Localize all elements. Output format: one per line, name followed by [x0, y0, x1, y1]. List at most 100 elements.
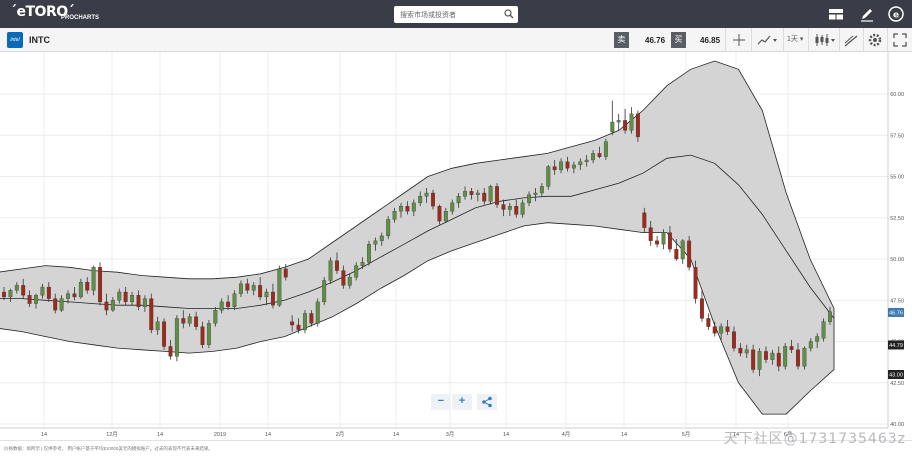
- interval-select[interactable]: 1天 ▾: [787, 32, 803, 48]
- buy-button[interactable]: 买: [671, 32, 686, 48]
- candle: [821, 318, 826, 342]
- candle-body: [732, 331, 736, 349]
- candle-body: [744, 349, 749, 354]
- sell-button[interactable]: 卖: [614, 32, 629, 48]
- candle: [78, 278, 83, 299]
- candle: [546, 164, 551, 190]
- candle-body: [123, 291, 128, 303]
- x-tick-label: 6月: [784, 431, 793, 438]
- candle: [565, 156, 570, 172]
- candlestick-type-icon[interactable]: [813, 32, 837, 48]
- candle-body: [213, 309, 218, 324]
- candle-body: [53, 298, 58, 311]
- candle: [379, 232, 384, 246]
- candle-body: [527, 194, 532, 204]
- candle: [27, 290, 32, 307]
- candle: [328, 257, 333, 284]
- candle-body: [386, 219, 391, 237]
- candle: [514, 199, 519, 218]
- candle-body: [27, 295, 32, 304]
- etoro-circle-icon[interactable]: e: [887, 5, 905, 23]
- candle: [431, 189, 435, 210]
- candle-body: [437, 206, 442, 222]
- candle-body: [194, 316, 199, 327]
- candle: [418, 191, 423, 207]
- candle-body: [757, 351, 762, 370]
- candle: [411, 199, 416, 217]
- disclaimer: 价格数据：如所示 | 仅供参考。 用户帐户基于平均$10000美元的模拟账户。过…: [0, 440, 912, 457]
- candle-body: [789, 346, 794, 350]
- share-button[interactable]: [477, 394, 497, 410]
- candle-body: [168, 346, 173, 357]
- candle-body: [21, 285, 26, 296]
- x-tick-label: 2月: [336, 431, 345, 438]
- price-chart[interactable]: 40.0042.5045.0047.5050.0052.5055.0057.50…: [0, 52, 912, 440]
- candle: [482, 188, 487, 205]
- candle-body: [648, 227, 653, 241]
- candle: [360, 257, 365, 269]
- candle: [757, 348, 762, 377]
- fullscreen-icon[interactable]: [892, 32, 908, 48]
- candle-body: [379, 235, 384, 241]
- price-label: 44.79: [889, 343, 903, 349]
- candle: [507, 202, 512, 217]
- intel-logo: intel: [7, 32, 23, 48]
- x-tick-label: 14: [41, 432, 47, 438]
- price-axis: 40.0042.5045.0047.5050.0052.5055.0057.50…: [887, 52, 912, 428]
- search-input[interactable]: 搜索市场或投资者: [394, 6, 518, 23]
- candle-body: [424, 192, 429, 197]
- candle-body: [117, 291, 122, 301]
- edit-icon[interactable]: [858, 5, 876, 23]
- candle-body: [98, 267, 102, 303]
- candle-body: [302, 313, 307, 331]
- candle-body: [738, 347, 743, 354]
- candle: [667, 226, 672, 253]
- candle: [578, 158, 583, 170]
- candle: [450, 199, 455, 215]
- x-tick-label: 3月: [446, 431, 455, 438]
- candle: [610, 100, 615, 136]
- candle: [213, 306, 218, 327]
- candle-body: [130, 295, 135, 303]
- candle: [648, 221, 653, 246]
- zoom-out-button[interactable]: −: [431, 394, 451, 410]
- candle: [674, 239, 679, 261]
- candle: [14, 282, 19, 294]
- settings-icon[interactable]: [867, 32, 883, 48]
- candle: [258, 277, 263, 301]
- candle: [142, 295, 147, 312]
- y-tick-label: 57.50: [890, 133, 904, 139]
- candle: [341, 265, 346, 289]
- candle: [66, 290, 70, 304]
- zoom-in-button[interactable]: +: [452, 394, 472, 410]
- etoro-logo[interactable]: ´eTORO´: [10, 4, 75, 20]
- y-tick-label: 42.50: [890, 381, 904, 387]
- candle-body: [552, 166, 557, 171]
- candle: [8, 288, 13, 302]
- candle-body: [687, 240, 692, 268]
- x-tick-label: 12月: [106, 431, 118, 438]
- candle-body: [597, 153, 602, 157]
- candle-body: [623, 120, 628, 131]
- candle: [591, 150, 596, 164]
- draw-tool-icon[interactable]: [843, 32, 859, 48]
- candle: [174, 315, 179, 362]
- candle: [264, 288, 269, 306]
- candle-body: [322, 280, 327, 303]
- x-tick-label: 4月: [562, 431, 571, 438]
- search-icon[interactable]: [504, 9, 514, 19]
- layout-icon[interactable]: [827, 5, 845, 23]
- crosshair-icon[interactable]: [731, 32, 747, 48]
- candle-body: [456, 196, 461, 204]
- candle: [539, 183, 544, 197]
- candle: [283, 263, 288, 281]
- candle-body: [110, 300, 115, 311]
- candle: [463, 186, 467, 200]
- candle-body: [603, 141, 608, 157]
- candle: [110, 296, 115, 312]
- candle-body: [149, 298, 154, 331]
- candle-body: [405, 206, 410, 212]
- candle: [744, 344, 749, 358]
- indicators-icon[interactable]: [756, 32, 780, 48]
- candle-body: [40, 286, 45, 296]
